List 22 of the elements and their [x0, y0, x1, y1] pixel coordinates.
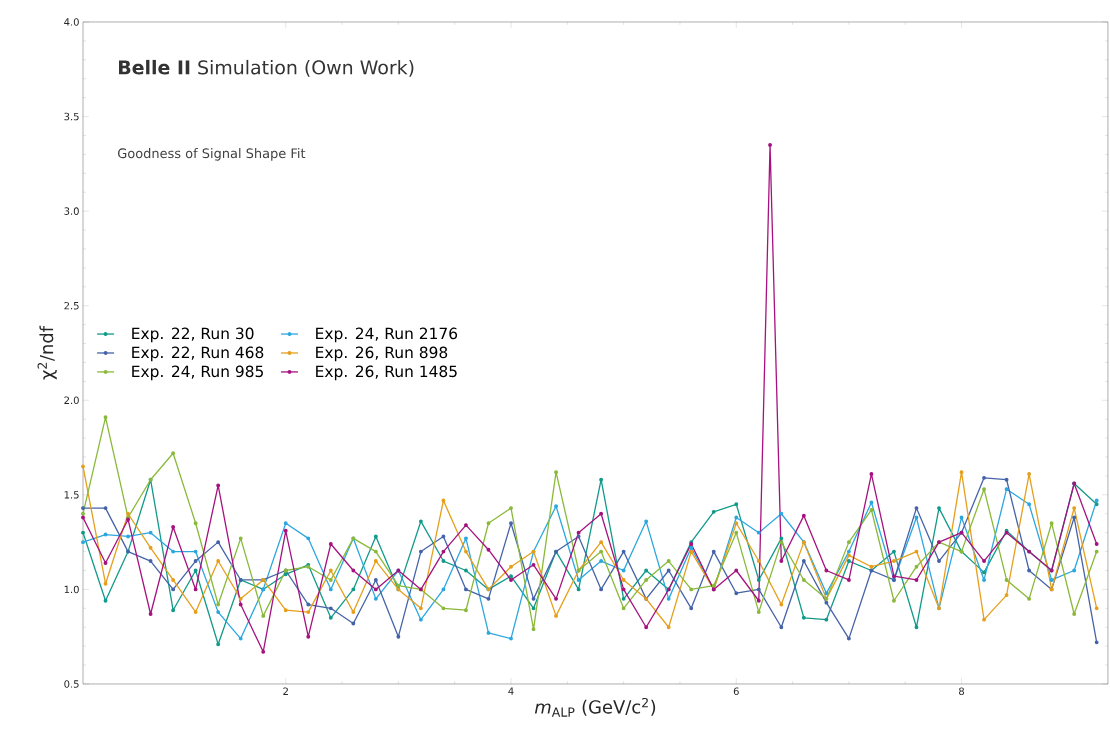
y-tick-label: 0.5 [64, 680, 79, 688]
y-axis-title: χ$^{2}$/ndf [37, 325, 57, 380]
text: Belle II Simulation (Own Work) [119, 59, 414, 77]
x-tick-label: 2 [283, 687, 288, 695]
legend-label: Exp. 22, Run 30 [132, 327, 254, 343]
y-tick-label: 3.0 [64, 207, 79, 215]
legend-label: Exp. 26, Run 898 [316, 346, 448, 362]
x-tick-label: 6 [733, 687, 739, 696]
x-tick-label: 8 [959, 687, 965, 696]
legend-label: Exp. 24, Run 2176 [316, 327, 458, 343]
y-tick-label: 2.0 [64, 396, 79, 405]
y-tick-label: 1.5 [64, 491, 79, 499]
legend-label: Exp. 26, Run 1485 [316, 365, 457, 381]
y-tick-label: 3.5 [64, 112, 79, 121]
x-axis-title: m$_{ALP}$ (GeV/c$^{2}$) [534, 697, 656, 717]
y-tick-label: 4.0 [64, 18, 79, 26]
y-tick-label: 1.0 [64, 585, 79, 594]
y-tick-label: 2.5 [64, 301, 79, 310]
legend-label: Exp. 24, Run 985 [132, 365, 263, 381]
x-tick-label: 4 [508, 687, 514, 695]
legend-label: Exp. 22, Run 468 [132, 346, 264, 362]
text: Goodness of Signal Shape Fit [118, 148, 306, 161]
